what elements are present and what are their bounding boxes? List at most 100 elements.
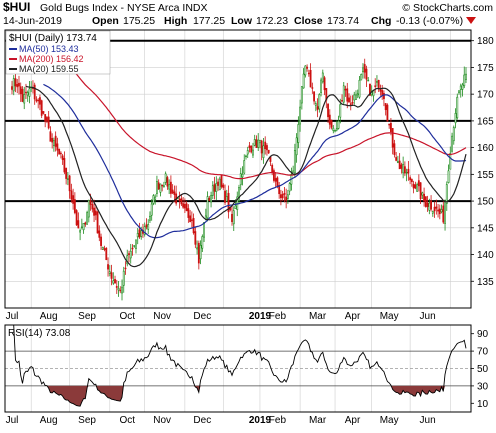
candle-body (416, 184, 419, 192)
candle-body (156, 180, 158, 194)
candle-body (346, 88, 349, 102)
candle-body (96, 211, 99, 234)
candle-body (250, 145, 253, 153)
candle-body (304, 65, 307, 76)
candle-body (194, 231, 197, 245)
candle-body (286, 194, 289, 199)
candle-body (367, 79, 370, 82)
change-label: Chg (371, 15, 391, 27)
candle-body (281, 194, 284, 199)
candle-body (107, 264, 109, 270)
month-label: Jun (420, 311, 436, 322)
candle-body (206, 196, 209, 219)
candle-body (293, 150, 296, 174)
rsi-oversold-fill (46, 385, 89, 407)
candle-body (386, 104, 389, 122)
candle-body (314, 103, 317, 106)
candle-body (161, 184, 164, 187)
candle-body (93, 207, 95, 216)
candle-body (369, 83, 371, 96)
candle-body (187, 208, 190, 218)
candle-body (94, 210, 97, 216)
candle-body (208, 198, 211, 201)
candle-body (274, 178, 277, 182)
price-tick-label: 165 (477, 116, 494, 127)
price-tick-label: 170 (477, 90, 494, 101)
candle-body (334, 129, 336, 132)
candle-body (232, 210, 235, 225)
candle-body (110, 272, 113, 279)
candle-body (147, 224, 150, 230)
candle-body (243, 160, 246, 174)
candle-body (169, 181, 172, 194)
candle-body (306, 66, 309, 69)
month-label: Nov (153, 311, 171, 322)
candle-body (35, 99, 38, 102)
rsi-tick-label: 70 (477, 347, 489, 358)
candle-body (454, 113, 457, 124)
candle-body (234, 205, 237, 210)
candle-body (82, 223, 85, 231)
candle-body (262, 145, 265, 158)
candle-body (89, 200, 92, 205)
price-tick-label: 180 (477, 36, 494, 47)
candle-body (307, 72, 310, 75)
candle-body (424, 196, 427, 207)
rsi-oversold-fill (390, 385, 446, 397)
ma20-legend: MA(20) 159.55 (19, 64, 79, 74)
candle-body (355, 94, 357, 100)
candle-body (44, 114, 47, 122)
candle-body (98, 230, 101, 238)
rsi-tick-label: 50 (477, 364, 489, 375)
change-value: -0.13 (-0.07%) (396, 15, 463, 27)
candle-body (419, 182, 422, 200)
candle-body (189, 215, 192, 223)
price-tick-label: 155 (477, 170, 494, 181)
ma50-legend: MA(50) 153.43 (19, 44, 79, 54)
candle-body (37, 99, 40, 102)
candle-body (157, 182, 160, 190)
candle-body (119, 289, 122, 292)
candle-body (447, 170, 450, 183)
rsi-axis: 10 30 50 70 90 (471, 329, 489, 410)
candle-body (122, 270, 125, 286)
rsi-month-label: Jun (420, 415, 436, 426)
candle-body (114, 279, 116, 284)
candle-body (391, 128, 394, 148)
candle-body (459, 85, 462, 90)
candle-body (203, 222, 205, 238)
candle-body (351, 102, 354, 104)
candle-body (77, 220, 80, 229)
candle-body (348, 97, 350, 103)
candle-body (463, 74, 466, 87)
candle-body (128, 253, 130, 256)
candle-body (285, 196, 288, 201)
high-label: High (164, 15, 187, 27)
candle-body (103, 248, 106, 250)
candle-body (363, 64, 366, 73)
candle-body (101, 246, 104, 250)
candle-body (16, 84, 19, 88)
rsi-month-label: May (380, 415, 399, 426)
quote-date: 14-Jun-2019 (3, 15, 62, 27)
close-value: 173.74 (327, 15, 359, 27)
month-label: 2019 (249, 311, 272, 322)
candle-body (105, 247, 108, 261)
month-label: Sep (78, 311, 96, 322)
candle-body (196, 247, 199, 250)
ma200-legend: MA(200) 156.42 (19, 54, 84, 64)
candle-body (435, 206, 438, 209)
candle-body (58, 148, 61, 155)
candle-body (224, 190, 226, 203)
candle-body (108, 271, 111, 274)
candle-body (430, 200, 432, 210)
candle-body (171, 189, 174, 194)
candle-body (213, 184, 216, 192)
candle-body (49, 131, 52, 142)
rsi-month-label: Apr (345, 415, 361, 426)
candle-body (143, 226, 146, 235)
candle-body (403, 166, 406, 174)
moving-averages (25, 38, 467, 268)
